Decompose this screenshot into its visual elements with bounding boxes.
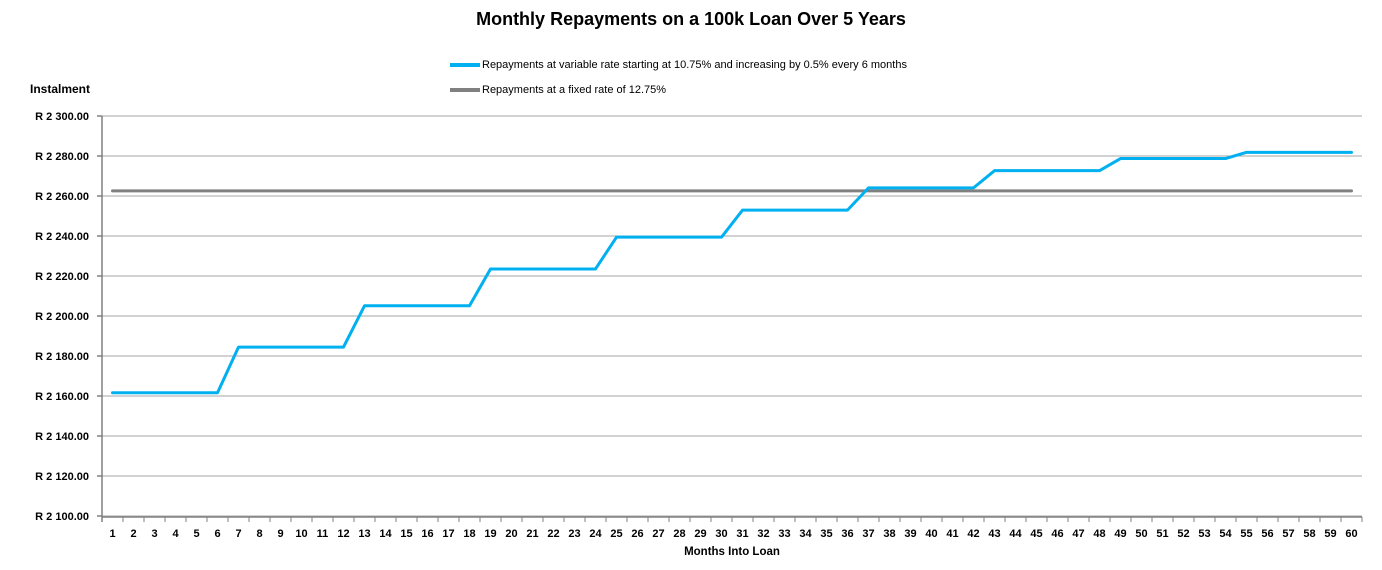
svg-text:20: 20 xyxy=(505,528,517,540)
svg-text:21: 21 xyxy=(526,528,538,540)
svg-text:34: 34 xyxy=(799,528,812,540)
svg-text:R 2 120.00: R 2 120.00 xyxy=(35,471,89,483)
svg-text:25: 25 xyxy=(610,528,622,540)
y-axis xyxy=(97,115,103,522)
svg-text:42: 42 xyxy=(967,528,979,540)
x-axis xyxy=(101,516,1363,522)
svg-text:22: 22 xyxy=(547,528,559,540)
svg-text:18: 18 xyxy=(463,528,475,540)
svg-text:53: 53 xyxy=(1198,528,1210,540)
svg-text:15: 15 xyxy=(400,528,412,540)
svg-text:29: 29 xyxy=(694,528,706,540)
legend: Repayments at variable rate starting at … xyxy=(450,52,907,102)
svg-text:60: 60 xyxy=(1345,528,1357,540)
legend-item-fixed-rate: Repayments at a fixed rate of 12.75% xyxy=(450,77,907,102)
svg-text:23: 23 xyxy=(568,528,580,540)
svg-text:37: 37 xyxy=(862,528,874,540)
y-axis-tick-labels: R 2 100.00 R 2 120.00 R 2 140.00 R 2 160.00… xyxy=(35,111,89,523)
svg-text:19: 19 xyxy=(484,528,496,540)
svg-text:17: 17 xyxy=(442,528,454,540)
chart-title: Monthly Repayments on a 100k Loan Over 5… xyxy=(476,9,906,29)
x-axis-title: Months Into Loan xyxy=(684,546,780,558)
svg-text:55: 55 xyxy=(1240,528,1252,540)
variable-rate-line-swatch xyxy=(450,62,480,67)
svg-text:58: 58 xyxy=(1303,528,1315,540)
svg-text:6: 6 xyxy=(214,528,220,540)
svg-text:1: 1 xyxy=(109,528,115,540)
svg-text:56: 56 xyxy=(1261,528,1273,540)
variable-rate-line xyxy=(111,150,1353,395)
svg-text:14: 14 xyxy=(379,528,392,540)
svg-text:28: 28 xyxy=(673,528,685,540)
svg-text:10: 10 xyxy=(295,528,307,540)
svg-text:R 2 240.00: R 2 240.00 xyxy=(35,231,89,243)
svg-text:R 2 100.00: R 2 100.00 xyxy=(35,511,89,523)
svg-text:4: 4 xyxy=(172,528,179,540)
svg-text:40: 40 xyxy=(925,528,937,540)
svg-text:39: 39 xyxy=(904,528,916,540)
svg-text:41: 41 xyxy=(946,528,958,540)
svg-text:48: 48 xyxy=(1093,528,1105,540)
horizontal-gridlines xyxy=(102,115,1362,517)
svg-text:45: 45 xyxy=(1030,528,1042,540)
svg-text:43: 43 xyxy=(988,528,1000,540)
svg-text:12: 12 xyxy=(337,528,349,540)
svg-text:5: 5 xyxy=(193,528,199,540)
svg-text:26: 26 xyxy=(631,528,643,540)
svg-text:16: 16 xyxy=(421,528,433,540)
svg-text:R 2 260.00: R 2 260.00 xyxy=(35,191,89,203)
svg-text:35: 35 xyxy=(820,528,832,540)
svg-text:8: 8 xyxy=(256,528,262,540)
svg-text:R 2 280.00: R 2 280.00 xyxy=(35,151,89,163)
legend-label-fixed-rate: Repayments at a fixed rate of 12.75% xyxy=(482,83,667,96)
svg-text:57: 57 xyxy=(1282,528,1294,540)
svg-text:59: 59 xyxy=(1324,528,1336,540)
svg-text:51: 51 xyxy=(1156,528,1168,540)
y-axis-title: Instalment xyxy=(30,82,91,96)
svg-text:R 2 140.00: R 2 140.00 xyxy=(35,431,89,443)
svg-text:R 2 300.00: R 2 300.00 xyxy=(35,111,89,123)
svg-text:24: 24 xyxy=(589,528,602,540)
svg-text:33: 33 xyxy=(778,528,790,540)
svg-text:7: 7 xyxy=(235,528,241,540)
svg-text:44: 44 xyxy=(1009,528,1022,540)
svg-text:3: 3 xyxy=(151,528,157,540)
svg-text:9: 9 xyxy=(277,528,283,540)
svg-text:13: 13 xyxy=(358,528,370,540)
svg-text:R 2 180.00: R 2 180.00 xyxy=(35,351,89,363)
svg-text:30: 30 xyxy=(715,528,727,540)
svg-text:36: 36 xyxy=(841,528,853,540)
svg-text:49: 49 xyxy=(1114,528,1126,540)
svg-text:R 2 160.00: R 2 160.00 xyxy=(35,391,89,403)
svg-text:32: 32 xyxy=(757,528,769,540)
legend-item-variable-rate: Repayments at variable rate starting at … xyxy=(450,52,907,77)
svg-text:54: 54 xyxy=(1219,528,1232,540)
svg-text:11: 11 xyxy=(317,528,329,540)
svg-text:47: 47 xyxy=(1072,528,1084,540)
svg-text:R 2 200.00: R 2 200.00 xyxy=(35,311,89,323)
svg-text:52: 52 xyxy=(1177,528,1189,540)
svg-text:31: 31 xyxy=(736,528,748,540)
svg-text:50: 50 xyxy=(1135,528,1147,540)
legend-label-variable-rate: Repayments at variable rate starting at … xyxy=(482,58,907,71)
svg-text:38: 38 xyxy=(883,528,895,540)
svg-text:27: 27 xyxy=(652,528,664,540)
fixed-rate-line-swatch xyxy=(450,87,480,92)
svg-text:2: 2 xyxy=(130,528,136,540)
svg-text:46: 46 xyxy=(1051,528,1063,540)
x-axis-tick-labels: 1 2 3 4 5 6 7 8 9 10 11 12 13 14 15 16 17 18 19 20 21 22 23 24 2… xyxy=(109,528,1357,540)
svg-text:R 2 220.00: R 2 220.00 xyxy=(35,271,89,283)
